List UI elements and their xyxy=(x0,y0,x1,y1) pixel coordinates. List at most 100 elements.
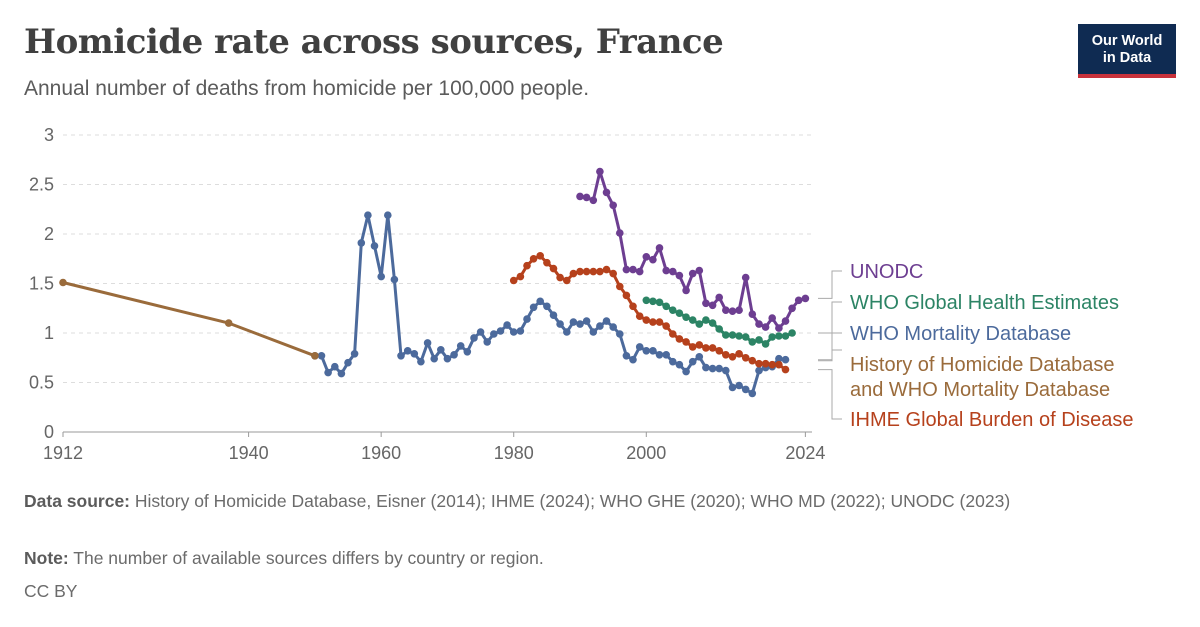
license-text[interactable]: CC BY xyxy=(24,581,78,601)
data-point xyxy=(576,320,584,328)
data-point xyxy=(483,338,492,346)
data-source-label: Data source: xyxy=(24,491,131,511)
data-point xyxy=(543,302,551,311)
data-point xyxy=(529,254,538,263)
data-point xyxy=(688,357,697,366)
data-point xyxy=(556,320,564,328)
data-point xyxy=(722,306,730,315)
data-point xyxy=(761,340,770,348)
data-point xyxy=(649,347,657,355)
legend-connector xyxy=(818,270,842,299)
data-point xyxy=(781,317,790,325)
data-point xyxy=(536,252,544,260)
data-point xyxy=(622,265,631,274)
data-point xyxy=(549,311,558,320)
data-point xyxy=(582,267,591,276)
data-point xyxy=(695,266,704,275)
data-point xyxy=(629,355,637,364)
data-point xyxy=(377,272,386,281)
data-point xyxy=(735,306,743,315)
data-point xyxy=(688,343,697,351)
data-point xyxy=(397,352,405,360)
data-point xyxy=(589,196,598,205)
data-point xyxy=(682,313,690,322)
data-point xyxy=(708,319,717,327)
y-tick-label: 3 xyxy=(44,125,54,145)
data-point xyxy=(516,327,525,335)
data-point xyxy=(509,328,518,336)
data-point xyxy=(748,389,757,398)
data-point xyxy=(662,351,670,359)
data-point xyxy=(655,318,664,326)
y-tick-label: 0.5 xyxy=(29,373,54,393)
data-point xyxy=(775,324,783,332)
data-point xyxy=(437,346,445,354)
data-point xyxy=(443,354,452,363)
y-tick-label: 0 xyxy=(44,422,54,442)
y-tick-label: 1.5 xyxy=(29,274,54,294)
legend-label: IHME Global Burden of Disease xyxy=(850,409,1133,431)
data-point xyxy=(735,332,743,340)
data-point xyxy=(715,347,723,355)
data-point xyxy=(549,264,558,273)
data-point xyxy=(370,242,379,250)
data-point xyxy=(609,323,617,331)
data-point xyxy=(702,344,710,352)
data-point xyxy=(503,321,511,329)
data-point xyxy=(682,367,690,376)
y-tick-label: 2 xyxy=(44,224,54,244)
data-point xyxy=(496,327,505,335)
data-point xyxy=(728,331,737,339)
x-tick-label: 2024 xyxy=(785,443,825,463)
data-point xyxy=(741,333,750,341)
data-point xyxy=(755,336,763,344)
x-tick-label: 1940 xyxy=(229,443,269,463)
data-point xyxy=(629,302,637,311)
series-line xyxy=(61,281,317,358)
data-point xyxy=(609,269,617,278)
data-point xyxy=(695,353,704,361)
data-point xyxy=(781,365,790,374)
y-tick-label: 1 xyxy=(44,323,54,343)
data-point xyxy=(589,267,598,276)
data-point xyxy=(602,265,611,274)
data-point xyxy=(775,332,783,340)
data-point xyxy=(616,229,624,237)
owid-logo[interactable]: Our World in Data xyxy=(1078,24,1176,78)
data-point xyxy=(708,344,717,352)
data-point xyxy=(662,266,670,275)
data-point xyxy=(456,342,465,350)
logo-line-1: Our World xyxy=(1091,33,1163,49)
legend-connector xyxy=(818,301,842,334)
data-point xyxy=(224,319,233,327)
data-point xyxy=(569,318,578,326)
data-point xyxy=(364,211,372,219)
data-point xyxy=(635,312,644,321)
data-point xyxy=(516,272,525,281)
series-line xyxy=(578,170,807,330)
data-source-note: Data source: History of Homicide Databas… xyxy=(24,490,1174,512)
data-point xyxy=(463,348,472,356)
data-point xyxy=(357,239,366,247)
data-point xyxy=(761,359,770,368)
y-tick-label: 2.5 xyxy=(29,175,54,195)
data-point xyxy=(642,296,651,305)
note-label: Note: xyxy=(24,548,69,568)
x-tick-label: 1980 xyxy=(494,443,534,463)
data-point xyxy=(801,294,810,303)
data-point xyxy=(675,360,684,369)
data-point xyxy=(741,273,750,282)
data-point xyxy=(748,310,757,319)
data-point xyxy=(735,381,743,390)
data-point xyxy=(470,334,478,342)
data-point xyxy=(529,303,538,312)
data-point xyxy=(735,350,743,358)
legend-label: History of Homicide Database xyxy=(850,354,1115,376)
data-point xyxy=(324,368,332,377)
chart-subtitle: Annual number of deaths from homicide pe… xyxy=(24,77,590,100)
data-point xyxy=(576,192,584,201)
data-point xyxy=(775,354,783,363)
data-point xyxy=(649,297,657,306)
data-point xyxy=(722,331,730,339)
data-point xyxy=(688,269,697,278)
